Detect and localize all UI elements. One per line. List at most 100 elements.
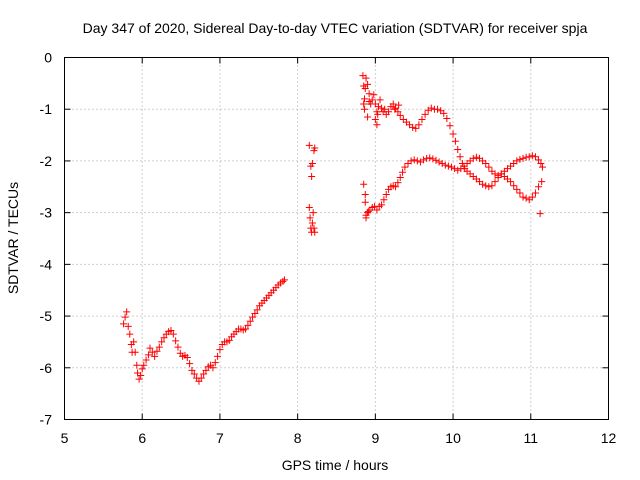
data-point-lower-track [516,155,524,163]
data-point-early-segment [197,374,205,382]
data-point-upper-track [531,189,539,197]
data-point-upper-track [376,96,384,104]
data-point-early-segment [209,364,217,372]
plot-frame [64,57,609,420]
data-point-early-segment [279,277,287,285]
x-axis-label: GPS time / hours [282,457,389,473]
data-point-early-segment [148,348,156,356]
data-point-early-segment [130,338,138,346]
data-point-mid-segment [308,172,316,180]
data-point-lower-track [432,156,440,164]
data-point-lower-track [429,155,437,163]
data-point-lower-track [536,210,544,218]
data-point-early-segment [244,321,252,329]
y-tick-label: -6 [40,360,53,376]
y-tick-label: -2 [40,153,53,169]
y-axis-label: SDTVAR / TECUs [5,182,21,294]
data-point-lower-track [410,156,418,164]
data-point-lower-track [448,163,456,171]
data-point-upper-track [446,122,454,130]
data-point-mid-segment [308,219,316,227]
data-point-lower-track [399,168,407,176]
data-point-lower-track [535,156,543,164]
data-point-upper-track [538,178,546,186]
data-point-lower-track [494,171,502,179]
data-point-early-segment [131,348,139,356]
data-point-early-segment [135,375,143,383]
data-point-early-segment [242,325,250,333]
data-point-early-segment [151,352,159,360]
data-point-lower-track [472,153,480,161]
x-tick-label: 9 [371,430,379,446]
data-point-scattered [364,208,372,216]
x-tick-label: 11 [524,430,539,446]
data-point-upper-track [519,193,527,201]
x-tick-label: 12 [601,430,617,446]
data-point-lower-track [426,154,434,162]
data-point-early-segment [251,309,259,317]
data-point-early-segment [138,365,146,373]
data-point-upper-track [449,130,457,138]
data-points [120,72,546,385]
data-point-lower-track [491,170,499,178]
data-point-lower-track [538,163,546,171]
data-point-upper-track [479,180,487,188]
data-point-upper-track [510,182,518,190]
data-point-lower-track [401,163,409,171]
x-tick-label: 6 [138,430,146,446]
x-tick-label: 7 [216,430,224,446]
data-point-upper-track [482,182,490,190]
data-point-lower-track [423,154,431,162]
chart-title: Day 347 of 2020, Sidereal Day-to-day VTE… [83,20,588,36]
data-point-upper-track [427,104,435,112]
data-point-upper-track [434,105,442,113]
x-tick-label: 8 [294,430,302,446]
data-point-early-segment [216,346,224,354]
data-point-upper-track [368,96,376,104]
data-point-lower-track [360,180,368,188]
data-point-mid-segment [310,224,318,232]
data-point-early-segment [214,352,222,360]
data-point-mid-segment [311,228,319,236]
data-point-lower-track [361,198,369,206]
data-point-early-segment [146,344,154,352]
data-point-upper-track [456,153,464,161]
data-point-upper-track [488,182,496,190]
data-point-upper-track [507,178,515,186]
data-point-mid-segment [309,209,317,217]
data-point-early-segment [183,353,191,361]
data-point-early-segment [225,336,233,344]
data-point-lower-track [392,183,400,191]
data-point-lower-track [537,160,545,168]
data-point-early-segment [174,343,182,351]
data-point-upper-track [370,91,378,99]
data-point-lower-track [469,154,477,162]
y-tick-label: -5 [40,308,53,324]
data-point-upper-track [415,121,423,129]
data-point-upper-track [535,183,543,191]
data-point-upper-track [409,123,417,131]
data-point-upper-track [491,178,499,186]
data-point-mid-segment [311,144,319,152]
data-point-lower-track [420,156,428,164]
data-point-lower-track [531,153,539,161]
data-point-mid-segment [306,214,314,222]
data-point-lower-track [451,165,459,173]
data-point-early-segment [144,351,152,359]
data-point-lower-track [407,157,415,165]
data-point-scattered [373,121,381,129]
data-point-early-segment [188,366,196,374]
data-point-scattered [362,214,370,222]
data-point-upper-track [522,194,530,202]
data-point-lower-track [528,152,536,160]
data-point-early-segment [246,317,254,325]
data-point-early-segment [142,356,150,364]
data-point-upper-track [360,95,368,103]
data-point-upper-track [412,124,420,132]
data-point-upper-track [454,146,462,154]
data-point-lower-track [380,196,388,204]
data-point-upper-track [385,108,393,116]
data-point-lower-track [482,160,490,168]
data-point-upper-track [374,103,382,111]
